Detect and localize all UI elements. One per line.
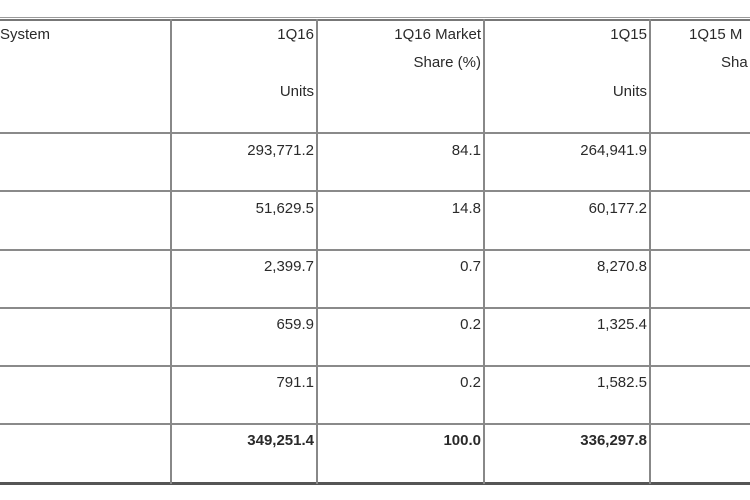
header-1q15-share: 1Q15 M bbox=[689, 26, 743, 43]
header-os: System bbox=[0, 26, 51, 43]
cell-1q16-share: 0.7 bbox=[460, 258, 481, 275]
cell-1q16-share: 100.0 bbox=[443, 432, 481, 449]
row-divider bbox=[0, 307, 750, 309]
cell-1q16-units: 2,399.7 bbox=[263, 258, 314, 275]
row-divider bbox=[0, 132, 750, 134]
cell-1q16-units: 791.1 bbox=[276, 374, 314, 391]
cell-1q16-units: 293,771.2 bbox=[247, 142, 314, 159]
cell-1q16-share: 0.2 bbox=[460, 374, 481, 391]
cell-1q15-units: 264,941.9 bbox=[580, 142, 647, 159]
column-divider bbox=[649, 19, 651, 484]
column-divider bbox=[483, 19, 485, 484]
cell-1q16-units: 349,251.4 bbox=[247, 432, 314, 449]
cell-1q15-units: 1,582.5 bbox=[596, 374, 647, 391]
header-1q15-units-sub: Units bbox=[612, 83, 647, 100]
cell-1q16-share: 0.2 bbox=[460, 316, 481, 333]
cell-1q16-share: 84.1 bbox=[451, 142, 481, 159]
cell-1q15-units: 336,297.8 bbox=[580, 432, 647, 449]
row-divider bbox=[0, 190, 750, 192]
column-divider bbox=[170, 19, 172, 484]
header-1q16-units-sub: Units bbox=[279, 83, 314, 100]
cell-1q15-units: 60,177.2 bbox=[588, 200, 647, 217]
table-top-border bbox=[0, 17, 750, 21]
row-divider bbox=[0, 423, 750, 425]
row-divider bbox=[0, 249, 750, 251]
cell-1q16-units: 659.9 bbox=[276, 316, 314, 333]
cell-1q15-units: 1,325.4 bbox=[596, 316, 647, 333]
cell-1q16-units: 51,629.5 bbox=[255, 200, 314, 217]
column-divider bbox=[316, 19, 318, 484]
header-1q16-units: 1Q16 bbox=[277, 26, 314, 43]
header-1q16-share: 1Q16 Market bbox=[394, 26, 481, 43]
header-1q15-share-sub: Sha bbox=[721, 54, 748, 71]
cell-1q15-units: 8,270.8 bbox=[596, 258, 647, 275]
cell-1q16-share: 14.8 bbox=[451, 200, 481, 217]
table-bottom-border bbox=[0, 482, 750, 485]
header-1q16-share-sub: Share (%) bbox=[413, 54, 481, 71]
row-divider bbox=[0, 365, 750, 367]
header-1q15-units: 1Q15 bbox=[610, 26, 647, 43]
